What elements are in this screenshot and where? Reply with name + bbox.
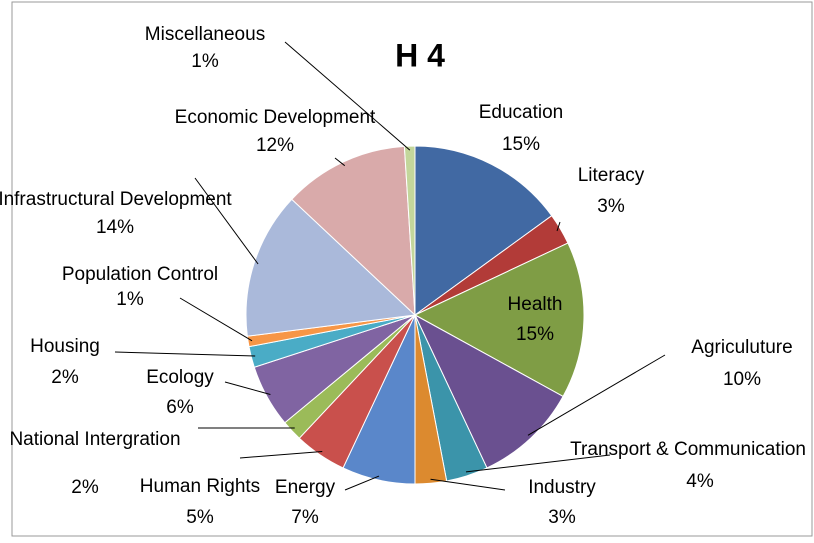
slice-label: Industry	[528, 477, 596, 498]
slice-value-label: 15%	[516, 324, 554, 345]
slice-value-label: 12%	[256, 135, 294, 156]
slice-value-label: 3%	[548, 507, 576, 528]
slice-label: Health	[508, 294, 563, 315]
slice-label: Transport & Communication	[570, 439, 806, 460]
slice-label: National Intergration	[9, 429, 180, 450]
slice-value-label: 3%	[597, 196, 625, 217]
slice-value-label: 5%	[186, 507, 214, 528]
slice-label: Human Rights	[140, 476, 260, 497]
chart-title: H 4	[395, 37, 445, 73]
slice-label: Education	[479, 102, 564, 123]
slice-label: Agriculuture	[691, 337, 792, 358]
slice-label: Literacy	[578, 165, 645, 186]
slice-label: Infrastructural Development	[0, 189, 232, 210]
slice-value-label: 2%	[71, 477, 99, 498]
slice-label: Energy	[275, 477, 336, 498]
slice-label: Housing	[30, 336, 100, 357]
slice-value-label: 10%	[723, 369, 761, 390]
slice-value-label: 7%	[291, 507, 319, 528]
slice-label: Ecology	[146, 367, 214, 388]
slice-value-label: 6%	[166, 397, 194, 418]
slice-value-label: 4%	[686, 471, 714, 492]
slice-label: Miscellaneous	[145, 24, 265, 45]
slice-value-label: 14%	[96, 217, 134, 238]
slice-value-label: 1%	[116, 289, 144, 310]
slice-value-label: 2%	[51, 367, 79, 388]
slice-label: Population Control	[62, 264, 218, 285]
slice-value-label: 15%	[502, 134, 540, 155]
slice-label: Economic Development	[175, 107, 376, 128]
slice-value-label: 1%	[191, 51, 219, 72]
